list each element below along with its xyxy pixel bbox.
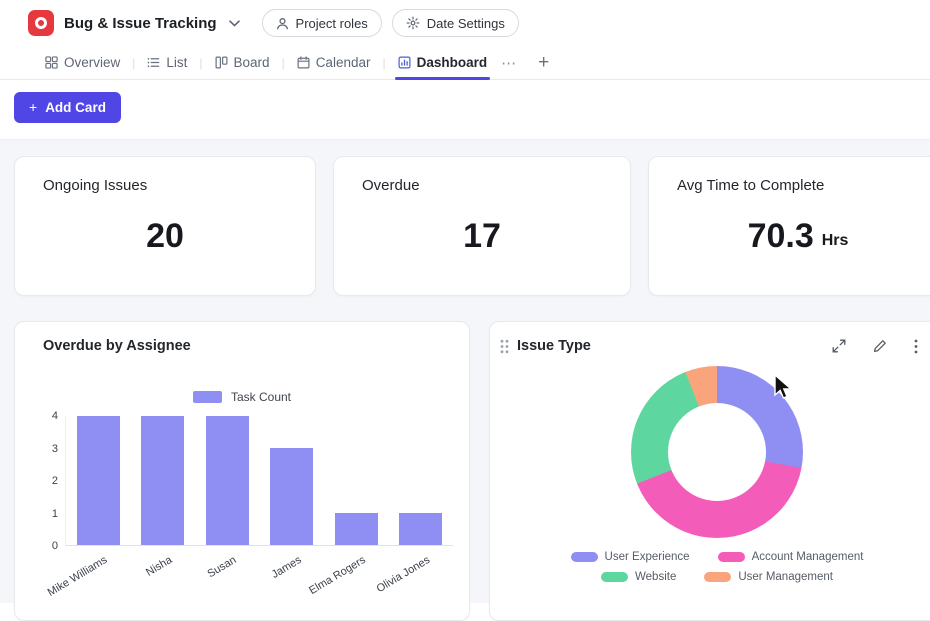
tab-overview[interactable]: Overview <box>44 46 121 79</box>
stat-value: 20 <box>146 217 184 255</box>
chart-title: Overdue by Assignee <box>43 338 191 354</box>
legend-item[interactable]: User Experience <box>570 551 690 563</box>
legend-item[interactable]: Account Management <box>717 551 864 563</box>
legend-item[interactable]: User Management <box>704 571 833 583</box>
stat-card-avg-time[interactable]: Avg Time to Complete 70.3 Hrs <box>648 156 930 296</box>
chart-title: Issue Type <box>517 338 591 354</box>
legend-label: User Management <box>738 571 833 583</box>
bar-y-axis: 4 3 2 1 0 <box>41 410 65 552</box>
tab-list[interactable]: List <box>146 46 188 79</box>
donut-legend: User Experience Account Management Website… <box>490 551 930 583</box>
stat-title: Ongoing Issues <box>43 177 148 194</box>
edit-pencil-icon[interactable] <box>873 339 887 353</box>
x-tick-label: Olivia Jones <box>374 554 433 596</box>
person-icon <box>276 17 288 29</box>
y-tick-label: 3 <box>51 442 58 455</box>
expand-icon[interactable] <box>832 339 846 353</box>
add-tab-icon[interactable]: + <box>538 52 550 73</box>
add-card-label: Add Card <box>45 99 106 115</box>
tab-label: Board <box>233 55 270 70</box>
bar[interactable]: James <box>260 416 325 581</box>
title-bar: Bug & Issue Tracking Project roles Date … <box>0 0 930 46</box>
bar-legend: Task Count <box>15 390 469 404</box>
legend-swatch <box>570 552 598 562</box>
x-tick-label: Elma Rogers <box>306 554 368 598</box>
dashboard-canvas: Ongoing Issues 20 Overdue 17 Avg Time to… <box>0 140 930 621</box>
bar-chart: 4 3 2 1 0 Mike Williams Nisha Susan James Elma R… <box>41 410 454 599</box>
page-title: Bug & Issue Tracking <box>64 14 217 32</box>
legend-swatch <box>704 572 732 582</box>
tab-dashboard[interactable]: Dashboard <box>394 46 490 80</box>
app-logo-icon[interactable] <box>28 10 54 36</box>
drag-handle-icon[interactable] <box>500 339 509 354</box>
gear-icon <box>406 16 420 30</box>
stat-value: 70.3 <box>747 217 814 255</box>
tab-label: Dashboard <box>416 55 488 70</box>
stat-suffix: Hrs <box>821 231 849 249</box>
app-logo-glyph <box>35 17 47 29</box>
bar-series: Mike Williams Nisha Susan James Elma Rogers O… <box>46 416 454 599</box>
y-tick-label: 2 <box>51 475 58 487</box>
tab-separator: | <box>382 55 386 70</box>
x-tick-label: Susan <box>205 554 239 581</box>
bar[interactable]: Mike Williams <box>46 416 131 599</box>
x-tick-label: Mike Williams <box>45 554 110 599</box>
tab-calendar[interactable]: Calendar <box>296 46 372 79</box>
date-settings-label: Date Settings <box>426 15 505 31</box>
tab-separator: | <box>199 55 203 70</box>
bar-legend-label: Task Count <box>230 390 292 404</box>
calendar-icon <box>297 56 310 69</box>
overview-icon <box>45 56 58 69</box>
stat-card-overdue[interactable]: Overdue 17 <box>333 156 631 296</box>
tab-label: List <box>166 55 188 70</box>
y-tick-label: 1 <box>51 507 58 520</box>
bar[interactable]: Nisha <box>131 416 196 579</box>
y-tick-label: 0 <box>51 540 58 552</box>
tab-label: Overview <box>64 55 121 70</box>
tab-separator: | <box>132 55 136 70</box>
x-tick-label: James <box>269 554 304 581</box>
tab-board[interactable]: Board <box>214 46 271 79</box>
overdue-by-assignee-card[interactable]: Overdue by Assignee Task Count 4 3 2 1 0 Mik… <box>14 321 470 621</box>
y-tick-label: 4 <box>51 410 58 422</box>
stat-title: Avg Time to Complete <box>677 177 825 194</box>
project-roles-label: Project roles <box>295 15 368 31</box>
tab-label: Calendar <box>315 55 371 70</box>
legend-label: Website <box>635 571 677 583</box>
dashboard-icon <box>398 56 411 69</box>
donut-chart[interactable] <box>631 366 803 538</box>
chart-card-row: Overdue by Assignee Task Count 4 3 2 1 0 Mik… <box>14 321 930 621</box>
tab-separator: | <box>281 55 285 70</box>
view-tabs: Overview | List | Board | Calendar | Das… <box>0 46 930 80</box>
add-card-button[interactable]: + Add Card <box>14 92 121 123</box>
board-icon <box>215 56 228 69</box>
bar[interactable]: Susan <box>195 416 260 580</box>
chevron-down-icon[interactable] <box>228 19 240 27</box>
date-settings-button[interactable]: Date Settings <box>391 9 519 37</box>
more-tabs-icon[interactable]: ⋯ <box>501 54 518 72</box>
legend-swatch <box>601 572 629 582</box>
dashboard-toolbar: + Add Card <box>0 80 930 140</box>
stat-card-ongoing-issues[interactable]: Ongoing Issues 20 <box>14 156 316 296</box>
stat-title: Overdue <box>362 177 420 194</box>
bar[interactable]: Olivia Jones <box>375 416 454 595</box>
kebab-menu-icon[interactable] <box>914 339 918 354</box>
stat-card-row: Ongoing Issues 20 Overdue 17 Avg Time to… <box>14 156 930 296</box>
issue-type-card[interactable]: Issue Type User Experience Account Manage… <box>489 321 930 621</box>
bar-legend-swatch <box>192 391 222 403</box>
x-tick-label: Nisha <box>143 554 175 579</box>
project-roles-button[interactable]: Project roles <box>261 9 382 37</box>
legend-label: User Experience <box>604 551 690 563</box>
stat-value: 17 <box>463 217 501 255</box>
plus-icon: + <box>29 99 38 115</box>
legend-swatch <box>717 552 745 562</box>
legend-label: Account Management <box>751 551 864 563</box>
list-icon <box>147 57 160 68</box>
bar[interactable]: Elma Rogers <box>307 416 389 597</box>
legend-item[interactable]: Website <box>601 571 676 583</box>
